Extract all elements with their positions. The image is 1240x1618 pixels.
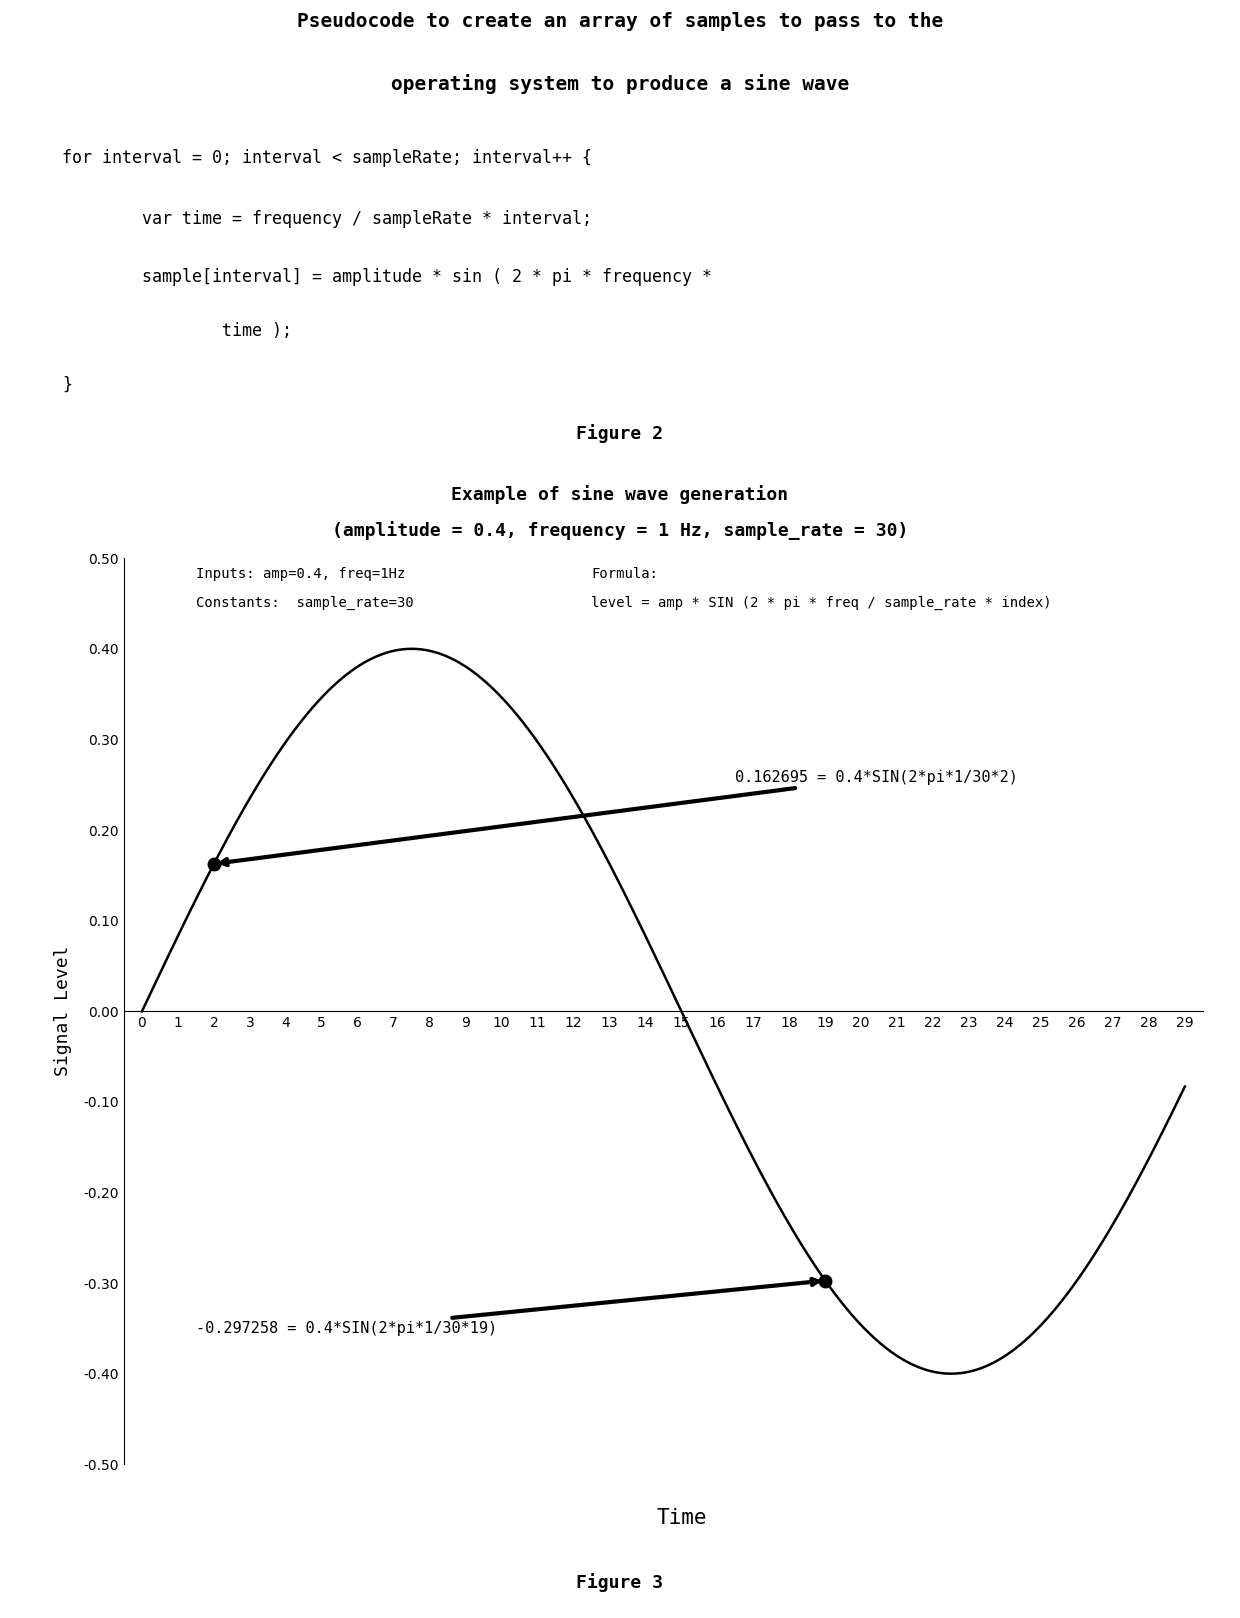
Text: Inputs: amp=0.4, freq=1Hz: Inputs: amp=0.4, freq=1Hz: [196, 568, 405, 581]
Text: Example of sine wave generation: Example of sine wave generation: [451, 485, 789, 505]
Text: sample[interval] = amplitude * sin ( 2 * pi * frequency *: sample[interval] = amplitude * sin ( 2 *…: [62, 269, 712, 286]
Text: -0.297258 = 0.4*SIN(2*pi*1/30*19): -0.297258 = 0.4*SIN(2*pi*1/30*19): [196, 1278, 818, 1336]
Text: Constants:  sample_rate=30: Constants: sample_rate=30: [196, 597, 414, 610]
Text: (amplitude = 0.4, frequency = 1 Hz, sample_rate = 30): (amplitude = 0.4, frequency = 1 Hz, samp…: [332, 521, 908, 540]
Text: 0.162695 = 0.4*SIN(2*pi*1/30*2): 0.162695 = 0.4*SIN(2*pi*1/30*2): [221, 770, 1018, 866]
Y-axis label: Signal Level: Signal Level: [55, 947, 72, 1076]
Text: operating system to produce a sine wave: operating system to produce a sine wave: [391, 74, 849, 94]
Text: Time: Time: [657, 1508, 707, 1527]
Text: var time = frequency / sampleRate * interval;: var time = frequency / sampleRate * inte…: [62, 210, 591, 228]
Text: Pseudocode to create an array of samples to pass to the: Pseudocode to create an array of samples…: [296, 13, 944, 31]
Text: Figure 2: Figure 2: [577, 424, 663, 443]
Text: for interval = 0; interval < sampleRate; interval++ {: for interval = 0; interval < sampleRate;…: [62, 149, 591, 167]
Text: Formula:: Formula:: [591, 568, 658, 581]
Text: time );: time );: [62, 322, 291, 340]
Text: Figure 3: Figure 3: [577, 1573, 663, 1592]
Text: }: }: [62, 375, 72, 393]
Text: level = amp * SIN (2 * pi * freq / sample_rate * index): level = amp * SIN (2 * pi * freq / sampl…: [591, 597, 1052, 610]
